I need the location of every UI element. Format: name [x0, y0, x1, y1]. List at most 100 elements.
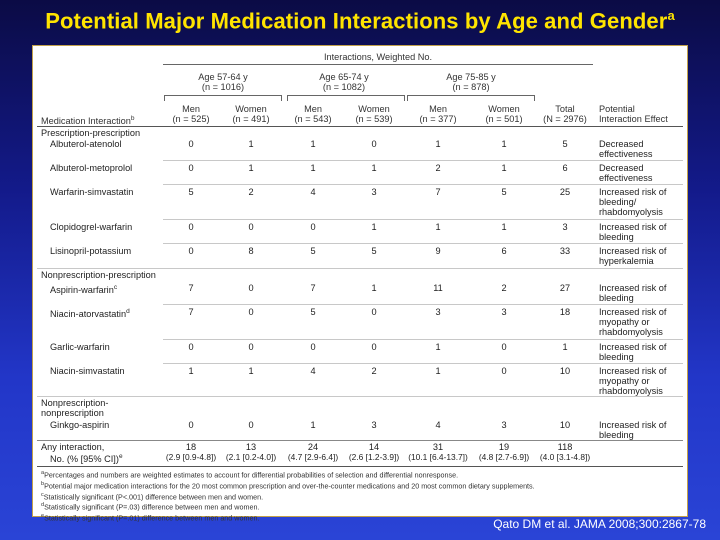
footnote-marker: c	[41, 491, 44, 498]
interaction-footnote-marker: c	[113, 284, 118, 291]
effect-header-2: Interaction Effect	[599, 114, 668, 124]
interaction-name-text: Warfarin-simvastatin	[50, 187, 134, 197]
citation: Qato DM et al. JAMA 2008;300:2867-78	[493, 517, 706, 531]
cell-value: 27	[559, 283, 571, 293]
interaction-effect: bleeding	[599, 293, 634, 303]
cell-value: 1	[371, 222, 377, 232]
column-header-label: Men	[304, 104, 322, 114]
interaction-name-text: Albuterol-metoprolol	[50, 163, 133, 173]
cell-value: 0	[501, 366, 507, 376]
interaction-name-text: Garlic-warfarin	[50, 342, 110, 352]
section-nonprescription-prescription: Nonprescription-prescription	[41, 270, 156, 280]
cell-value: 0	[248, 283, 254, 293]
column-header-n: (n = 501)	[485, 114, 523, 124]
interaction-name-text: Niacin-atorvastatin	[50, 309, 127, 320]
cell-value: 0	[188, 139, 194, 149]
cell-value: 18	[559, 307, 571, 317]
interaction-name: Albuterol-atenolol	[50, 139, 122, 150]
interaction-name: Clopidogrel-warfarin	[50, 222, 132, 233]
row-separator	[163, 184, 683, 185]
interaction-effect: Increased risk of	[599, 342, 667, 352]
medication-interaction-header-label: Medication Interaction	[41, 116, 131, 127]
slide-title-text: Potential Major Medication Interactions …	[45, 8, 668, 34]
cell-value: 1	[371, 163, 377, 173]
any-interaction-label-2-text: No. (% [95% CI])	[50, 454, 119, 465]
interaction-effect: myopathy or	[599, 376, 650, 386]
cell-value: 1	[188, 366, 194, 376]
any-interaction-ci: (4.7 [2.9-6.4])	[287, 452, 339, 462]
cell-value: 11	[433, 283, 443, 293]
cell-value: 9	[435, 246, 441, 256]
cell-value: 3	[562, 222, 568, 232]
slide-title: Potential Major Medication Interactions …	[0, 8, 720, 34]
cell-value: 0	[310, 342, 316, 352]
any-interaction-count: 14	[368, 442, 380, 452]
age-group-1-label: Age 57-64 y	[198, 72, 248, 82]
medication-interaction-header-sup: b	[130, 115, 135, 122]
any-interaction-count: 31	[432, 442, 444, 452]
interaction-effect: Increased risk of	[599, 366, 667, 376]
interaction-effect: hyperkalemia	[599, 256, 654, 266]
interaction-name: Niacin-simvastatin	[50, 366, 125, 377]
any-interaction-count: 118	[557, 442, 573, 452]
any-interaction-count: 13	[245, 442, 257, 452]
any-interaction-count: 24	[307, 442, 319, 452]
column-header-label: Women	[488, 104, 520, 114]
interaction-effect: effectiveness	[599, 173, 653, 183]
interaction-effect: Increased risk of	[599, 283, 667, 293]
cell-value: 1	[435, 366, 441, 376]
cell-value: 0	[188, 222, 194, 232]
interaction-effect: Increased risk of	[599, 420, 667, 430]
age-group-1-n: (n = 1016)	[201, 82, 245, 92]
header-rule	[37, 126, 683, 127]
footnote-text: Percentages and numbers are weighted est…	[44, 470, 459, 480]
interaction-effect: rhabdomyolysis	[599, 327, 663, 337]
cell-value: 5	[371, 246, 377, 256]
interaction-effect: myopathy or	[599, 317, 650, 327]
cell-value: 5	[562, 139, 568, 149]
footnote: cStatistically significant (P<.001) diff…	[41, 491, 681, 502]
cell-value: 7	[435, 187, 441, 197]
cell-value: 0	[188, 163, 194, 173]
any-interaction-count: 18	[185, 442, 197, 452]
interaction-name: Niacin-atorvastatind	[50, 307, 130, 320]
cell-value: 0	[188, 342, 194, 352]
interaction-effect: Increased risk of	[599, 222, 667, 232]
footnote: aPercentages and numbers are weighted es…	[41, 469, 681, 480]
any-interaction-ci: (10.1 [6.4-13.7])	[408, 452, 468, 462]
any-interaction-ci: (2.9 [0.9-4.8])	[165, 452, 217, 462]
any-interaction-label-1: Any interaction,	[41, 442, 105, 452]
interaction-name: Ginkgo-aspirin	[50, 420, 109, 431]
section-separator	[37, 268, 683, 269]
interaction-effect: Increased risk of	[599, 246, 667, 256]
any-interaction-label-2: No. (% [95% CI])e	[50, 452, 123, 465]
cell-value: 3	[501, 420, 507, 430]
any-interaction-sup: e	[118, 453, 123, 460]
interaction-name-text: Lisinopril-potassium	[50, 246, 132, 256]
footnote-text: Potential major medication interactions …	[44, 481, 535, 491]
cell-value: 1	[310, 163, 316, 173]
interaction-name: Albuterol-metoprolol	[50, 163, 132, 174]
cell-value: 3	[371, 187, 377, 197]
cell-value: 4	[310, 187, 316, 197]
any-interaction-ci: (4.0 [3.1-4.8])	[539, 452, 591, 462]
cell-value: 7	[188, 283, 194, 293]
cell-value: 0	[310, 222, 316, 232]
cell-value: 1	[248, 163, 254, 173]
cell-value: 25	[559, 187, 571, 197]
spanner-header: Interactions, Weighted No.	[323, 52, 433, 62]
interaction-effect: rhabdomyolysis	[599, 386, 663, 396]
footnote-text: Statistically significant (P=.01) differ…	[44, 513, 260, 523]
column-header-n: (N = 2976)	[543, 114, 587, 124]
cell-value: 10	[559, 420, 571, 430]
cell-value: 5	[188, 187, 194, 197]
any-interaction-ci: (4.8 [2.7-6.9])	[478, 452, 530, 462]
age-group-2-label: Age 65-74 y	[319, 72, 369, 82]
row-separator	[163, 243, 683, 244]
column-header-n: (n = 491)	[232, 114, 270, 124]
footnote-marker: e	[41, 513, 45, 520]
medication-interaction-header: Medication Interactionb	[41, 114, 135, 127]
title-footnote-marker: a	[667, 8, 675, 23]
column-header-label: Women	[235, 104, 267, 114]
any-interaction-rule	[37, 440, 683, 441]
